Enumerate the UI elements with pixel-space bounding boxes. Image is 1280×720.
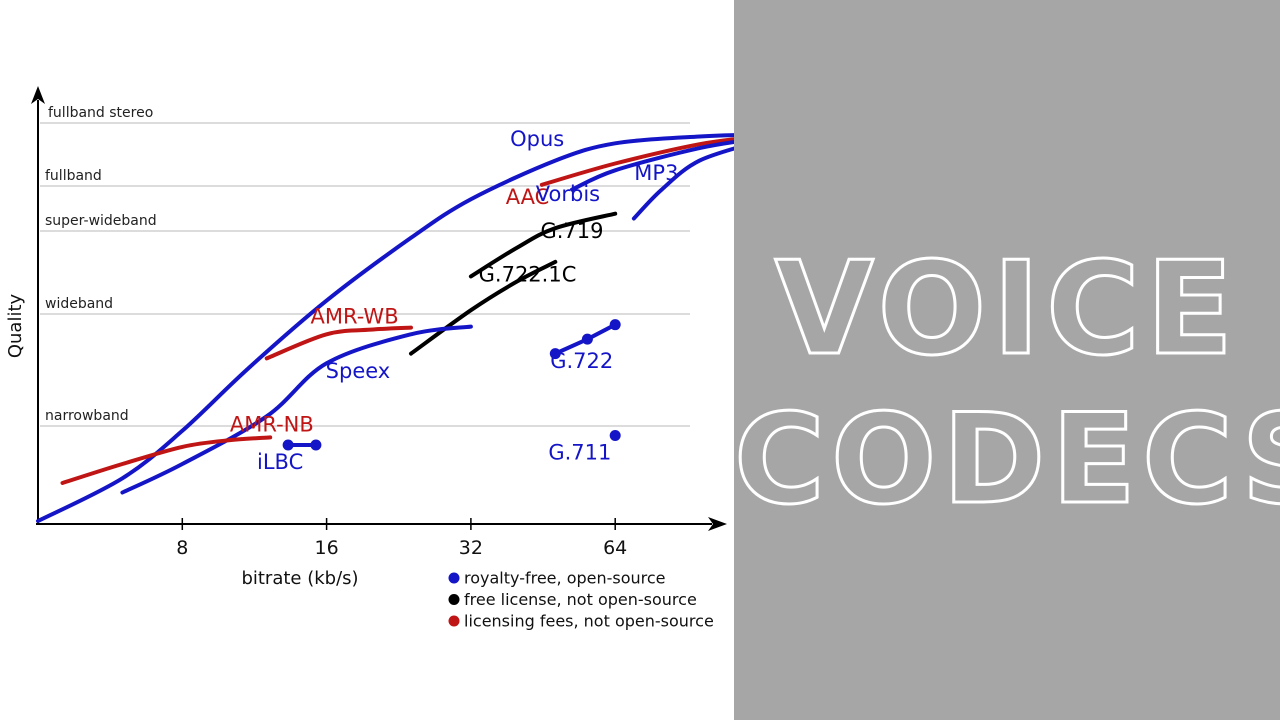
label-g-722: G.722 [550,349,613,373]
label-opus: Opus [510,127,564,151]
title-panel: VOICE CODECS [733,0,1280,720]
g-711-point-1 [609,430,621,441]
legend-marker-1 [448,572,460,584]
headline-codecs: CODECS [733,388,1280,532]
label-amr-nb: AMR-NB [230,413,314,437]
x-axis-title: bitrate (kb/s) [241,568,358,589]
legend-label-2: free license, not open-source [464,590,697,609]
x-tick-label-8: 8 [176,537,188,559]
level-label-wideband: wideband [45,296,113,312]
legend-marker-2 [448,594,460,605]
aac-curve [539,137,734,187]
g-722-point-1 [549,348,561,360]
vorbis-curve [570,139,734,192]
x-tick-label-32: 32 [459,537,483,559]
x-axis-arrowhead [708,517,727,531]
amr-nb-curve [60,435,273,485]
mp3-curve [631,146,734,221]
label-amr-wb: AMR-WB [310,305,398,329]
legend-label-3: licensing fees, not open-source [464,612,714,631]
level-label-fullband-stereo: fullband stereo [48,105,153,121]
chart-axes [31,86,727,531]
level-label-fullband: fullband [45,168,102,184]
speex-curve [120,324,473,495]
g-722-point-2 [581,333,593,345]
label-g-711: G.711 [548,440,611,464]
y-axis-title: Quality [5,293,26,358]
ilbc-point-1 [282,439,294,451]
g-719-curve [468,211,618,279]
legend-marker-3 [448,615,460,627]
ilbc-point-2 [310,439,322,451]
codec-chart-panel: narrowband wideband super-wideband fullband… [5,86,734,631]
label-vorbis: Vorbis [536,182,600,206]
label-g-719: G.719 [540,219,603,243]
label-mp3: MP3 [634,161,678,185]
x-tick-label-64: 64 [603,537,627,559]
g-722-1c-curve [409,259,558,356]
x-tick-label-16: 16 [315,537,339,559]
g-722-point-3 [609,319,621,331]
level-label-narrowband: narrowband [45,408,129,424]
headline-voice: VOICE [773,235,1240,384]
level-label-super-wideband: super-wideband [45,213,157,229]
x-tick-labels: 8163264128 [176,518,627,559]
codec-curves [36,133,734,523]
label-g-722-1c: G.722.1C [479,262,577,286]
opus-curve [36,133,734,523]
quality-vs-bitrate-chart: narrowband wideband super-wideband fullband… [5,86,734,631]
legend-label-1: royalty-free, open-source [464,569,666,588]
label-aac: AAC [506,185,550,209]
quality-gridlines: narrowband wideband super-wideband fullband… [40,105,690,427]
amr-wb-curve [264,325,413,361]
chart-legend: royalty-free, open-source free license, n… [448,569,714,631]
label-speex: Speex [326,359,391,383]
y-axis-arrowhead [31,86,45,104]
label-ilbc: iLBC [257,450,303,474]
